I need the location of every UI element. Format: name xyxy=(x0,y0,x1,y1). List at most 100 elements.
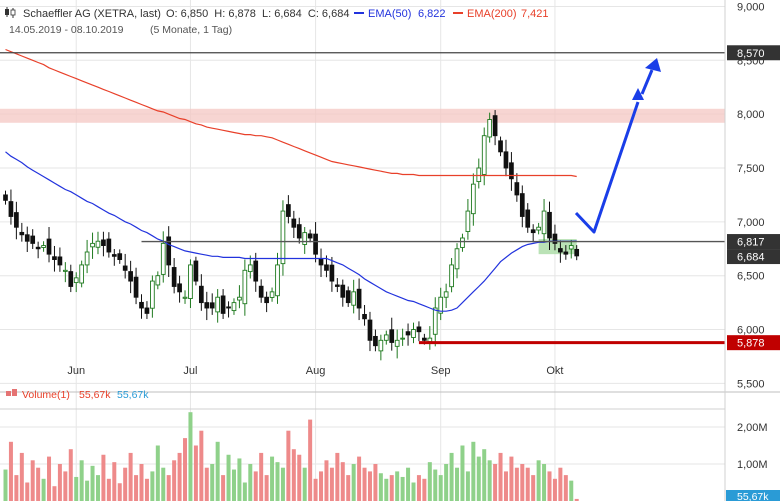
volume-bar xyxy=(319,471,324,501)
volume-bar xyxy=(476,456,481,501)
candle-body xyxy=(117,253,123,260)
candle-body xyxy=(487,119,493,138)
candle-body xyxy=(68,271,74,287)
volume-bar xyxy=(493,464,498,501)
target-zone xyxy=(538,239,577,255)
volume-bar xyxy=(199,430,204,501)
volume-bar xyxy=(335,452,340,501)
candle-body xyxy=(14,212,19,228)
candle-body xyxy=(30,235,36,244)
level-labels: 8,570 6,817 6,684 5,878 xyxy=(727,45,780,351)
candle-body xyxy=(373,335,378,347)
volume-bar xyxy=(106,478,111,501)
candle-body xyxy=(454,248,460,270)
candle-body xyxy=(443,291,449,298)
candle-body xyxy=(264,296,269,304)
x-tick-label: Jun xyxy=(67,365,85,377)
period-label: (5 Monate, 1 Tag) xyxy=(150,24,232,36)
volume-bar xyxy=(340,462,345,501)
candle-body xyxy=(318,258,324,266)
volume-bar xyxy=(487,460,492,501)
candle-body xyxy=(111,254,117,257)
ema200-legend-value: 7,421 xyxy=(521,8,549,20)
x-tick-label: Sep xyxy=(431,365,451,377)
candle-body xyxy=(101,239,106,246)
candle-body xyxy=(237,296,242,301)
candle-body xyxy=(226,306,231,309)
volume-bar xyxy=(123,467,128,501)
volume-bar xyxy=(117,483,122,501)
candle-body xyxy=(345,290,351,304)
volume-bar xyxy=(547,471,552,501)
candle-body xyxy=(362,314,367,320)
ema200-line xyxy=(5,48,577,178)
volume-bar xyxy=(264,475,269,501)
volume-badge-text: 55,67k xyxy=(737,491,769,501)
volume-bar xyxy=(30,460,35,501)
projection-arrow xyxy=(574,58,661,234)
x-tick-label: Jul xyxy=(183,365,197,377)
volume-bar xyxy=(242,482,247,501)
arrow-segment-2 xyxy=(640,69,654,95)
volume-bar xyxy=(112,462,117,501)
volume-bar xyxy=(47,456,52,501)
candle-body xyxy=(541,210,547,235)
candle-body xyxy=(182,296,188,299)
volume-bar xyxy=(215,441,220,501)
volume-bar xyxy=(395,471,400,501)
volume-bar xyxy=(275,462,280,501)
candle-body xyxy=(367,319,373,341)
volume-tick-1m: 1,00M xyxy=(737,459,768,471)
candle-body xyxy=(340,284,346,298)
candle-body xyxy=(498,140,503,153)
candle-body xyxy=(122,265,128,271)
candle-body xyxy=(258,285,264,298)
candle-body xyxy=(568,245,574,250)
y-tick-label: 7,500 xyxy=(737,163,765,175)
candle-body xyxy=(476,167,482,183)
candle-body xyxy=(139,301,144,309)
candlestick-chart-icon[interactable] xyxy=(5,7,16,18)
candle-body xyxy=(324,264,329,271)
volume-bar xyxy=(411,482,416,501)
candle-body xyxy=(95,240,101,248)
volume-bar xyxy=(422,478,427,501)
volume-bar xyxy=(231,469,236,501)
volume-bar xyxy=(525,467,530,501)
volume-bar xyxy=(351,464,356,501)
volume-bar xyxy=(569,480,574,501)
volume-bar xyxy=(57,464,62,501)
candle-body xyxy=(405,331,411,336)
candle-body xyxy=(155,275,161,286)
volume-bar xyxy=(471,441,476,501)
chart-header: Schaeffler AG (XETRA, last) O: 6,850 H: … xyxy=(5,7,549,36)
candle-body xyxy=(269,291,275,298)
volume-bar xyxy=(389,475,394,501)
candle-body xyxy=(465,210,471,232)
date-range: 14.05.2019 - 08.10.2019 xyxy=(9,24,124,36)
volume-bar xyxy=(286,430,291,501)
candle-body xyxy=(313,233,318,255)
x-axis: Jun Jul Aug Sep Okt xyxy=(67,365,563,377)
volume-bar xyxy=(172,460,177,501)
y-tick-label: 7,000 xyxy=(737,217,765,229)
candle-body xyxy=(383,334,389,341)
volume-bar xyxy=(503,471,508,501)
volume-bar xyxy=(482,449,487,501)
volume-icon xyxy=(6,391,11,396)
candle-body xyxy=(558,248,563,253)
candle-body xyxy=(280,210,286,265)
y-tick-label: 5,500 xyxy=(737,378,765,390)
candle-body xyxy=(536,226,541,231)
volume-bar xyxy=(444,464,449,501)
volume-bar xyxy=(8,441,13,501)
candle-body xyxy=(356,288,362,309)
y-tick-label: 8,000 xyxy=(737,109,765,121)
ema50-line xyxy=(5,151,577,312)
candle-body xyxy=(46,238,52,255)
candle-body xyxy=(400,337,405,340)
level-badge xyxy=(727,45,780,61)
volume-bar xyxy=(188,412,193,501)
candle-body xyxy=(215,296,221,313)
